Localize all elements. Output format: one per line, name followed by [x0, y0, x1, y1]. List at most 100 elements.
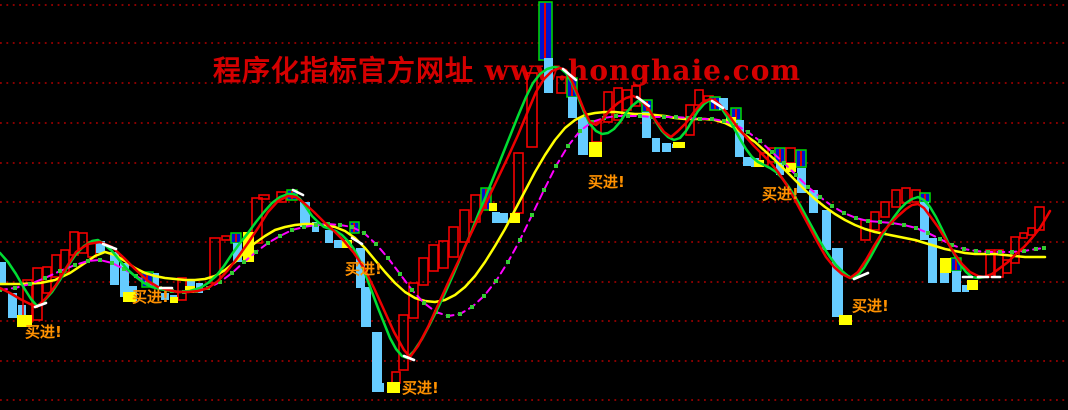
signal-block — [510, 213, 520, 223]
ref-line-dot — [314, 223, 318, 227]
ref-line-dot — [470, 305, 474, 309]
signal-block — [839, 315, 852, 325]
candle-down — [662, 143, 671, 152]
ref-line-dot — [926, 231, 930, 235]
turn-tick — [291, 188, 305, 197]
ref-line-dot — [218, 280, 222, 284]
candle-down — [325, 230, 333, 243]
ref-line-dot — [446, 314, 450, 318]
ref-line-dot — [782, 161, 786, 165]
ref-line-dot — [842, 211, 846, 215]
signal-block — [589, 142, 602, 157]
candle-up — [613, 87, 623, 121]
turn-tick — [33, 301, 48, 309]
watermark-title: 程序化指标官方网址 www.honghaie.com — [213, 54, 802, 87]
ref-line-dot — [938, 237, 942, 241]
candle-down — [776, 163, 784, 175]
candle-signal-stripe — [800, 151, 802, 166]
candle-down — [500, 213, 508, 223]
ref-line-dot — [506, 260, 510, 264]
candle-down — [161, 293, 169, 300]
ref-line-dot — [58, 269, 62, 273]
ref-line-dot — [28, 282, 32, 286]
candle-signal-stripe — [544, 3, 546, 59]
candle-down — [832, 248, 843, 317]
signal-block — [170, 297, 178, 303]
candle-up — [891, 189, 901, 208]
ref-line-dot — [674, 115, 678, 119]
candle-down — [578, 117, 588, 155]
candle-down — [0, 262, 6, 285]
candle-up — [556, 76, 567, 94]
ref-line-dot — [518, 238, 522, 242]
candle-down — [952, 271, 961, 292]
ref-line-dot — [866, 219, 870, 223]
candle-up — [221, 235, 231, 241]
signal-block — [123, 292, 136, 302]
ref-line-dot — [302, 225, 306, 229]
candle-signal-stripe — [235, 234, 237, 242]
candle-signal-stripe — [955, 259, 957, 270]
ref-line-dot — [794, 173, 798, 177]
candle-down — [492, 212, 500, 223]
candle-up — [785, 147, 796, 164]
ref-line-dot — [398, 272, 402, 276]
ref-line-dot — [122, 267, 126, 271]
signal-block — [17, 315, 32, 327]
ref-line-dot — [110, 261, 114, 265]
ref-line-dot — [494, 279, 498, 283]
signal-block — [673, 142, 685, 148]
turn-tick — [350, 236, 364, 246]
candle-up — [438, 240, 449, 269]
candle-up — [428, 244, 439, 272]
ref-line-dot — [962, 247, 966, 251]
ref-line-dot — [278, 234, 282, 238]
candle-up — [1027, 227, 1036, 236]
ref-line-dot — [254, 250, 258, 254]
ref-line-dot — [1042, 246, 1046, 250]
buy-signal-label: 买进! — [345, 260, 382, 278]
candle-down — [372, 332, 382, 392]
ma-line-yellow — [0, 110, 1047, 304]
signal-block — [967, 280, 978, 290]
ref-line-dot — [338, 223, 342, 227]
candle-down — [361, 287, 371, 327]
ref-line-dot — [386, 256, 390, 260]
ref-line-dot — [422, 301, 426, 305]
ref-line-dot — [986, 250, 990, 254]
ref-line-dot — [230, 271, 234, 275]
candle-down — [334, 240, 342, 248]
ref-line-dot — [746, 130, 750, 134]
ref-line-dot — [350, 225, 354, 229]
ref-line-dot — [43, 276, 47, 280]
turn-tick — [635, 95, 651, 108]
candle-down — [18, 305, 26, 318]
ref-line-dot — [482, 294, 486, 298]
candle-down — [568, 97, 577, 118]
candle-down — [375, 383, 384, 392]
candle-up — [391, 371, 401, 384]
ref-line-dot — [710, 117, 714, 121]
signal-block — [185, 286, 195, 293]
ref-line-dot — [1010, 250, 1014, 254]
ref-line-dot — [13, 286, 17, 290]
ref-line-dot — [854, 216, 858, 220]
candle-up — [880, 201, 890, 218]
candle-up — [418, 257, 429, 286]
candle-down — [743, 157, 751, 166]
candle-down — [153, 273, 159, 287]
candle-down — [920, 202, 929, 240]
ref-line-dot — [902, 223, 906, 227]
candle-down — [120, 263, 129, 297]
ref-line-dot — [974, 249, 978, 253]
signal-block — [243, 232, 254, 262]
candle-signal-stripe — [779, 149, 781, 162]
ref-line-dot — [626, 114, 630, 118]
candle-up — [448, 226, 459, 258]
candle-signal-stripe — [571, 79, 573, 96]
ref-line-dot — [998, 250, 1002, 254]
ref-line-dot — [914, 226, 918, 230]
signal-block — [387, 382, 400, 393]
candle-up — [526, 72, 538, 148]
